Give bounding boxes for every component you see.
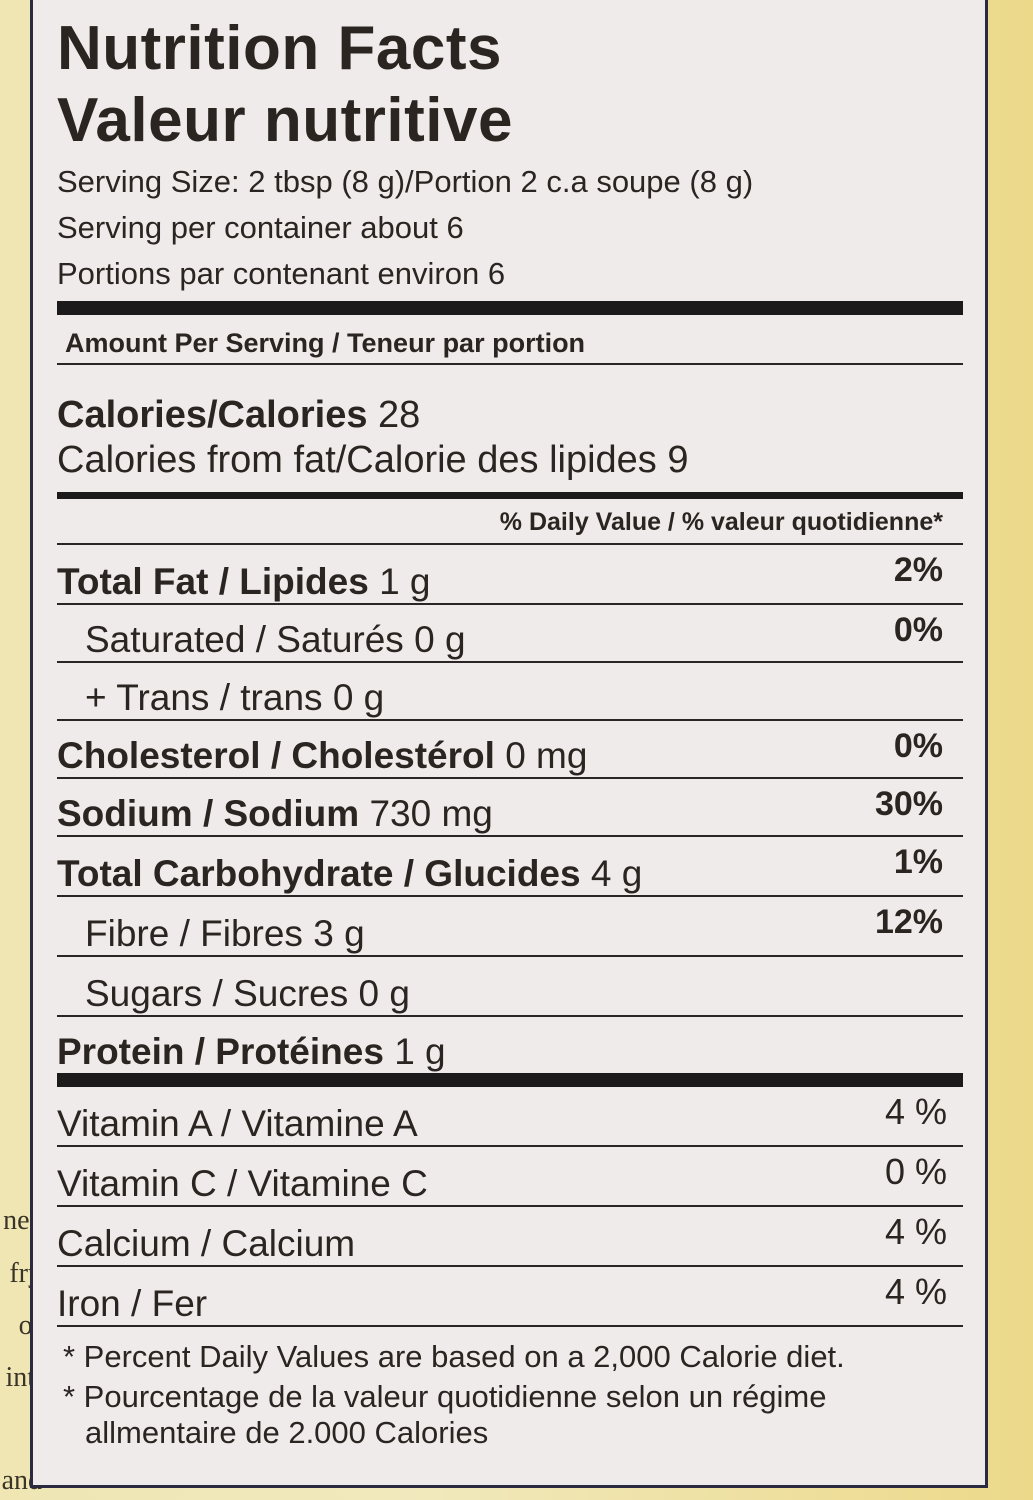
servings-en: Serving per container about 6: [57, 210, 464, 245]
nutrient-name: Total Fat / Lipides 1 g: [57, 561, 431, 603]
vitamin-row: Iron / Fer 4 %: [57, 1267, 963, 1327]
vitamin-label: Vitamin A / Vitamine A: [57, 1103, 418, 1144]
vitamin-dv: 4 %: [884, 1211, 947, 1252]
nutrient-label: Saturated / Saturés: [85, 619, 404, 660]
vitamin-row: Vitamin C / Vitamine C 0 %: [57, 1147, 963, 1207]
thick-divider: [57, 301, 963, 315]
vitamin-label: Iron / Fer: [57, 1283, 208, 1324]
nutrient-amount: 3 g: [313, 913, 365, 954]
nutrient-label: Protein / Protéines: [57, 1031, 384, 1072]
dv-header-text: % Daily Value / % valeur quotidienne*: [499, 508, 943, 536]
nutrient-amount: 0 g: [414, 619, 466, 660]
footnote-en: * Percent Daily Values are based on a 2,…: [63, 1339, 845, 1374]
nutrient-name: Sugars / Sucres 0 g: [57, 973, 410, 1015]
nutrient-dv: [943, 957, 963, 963]
nutrient-amount: 0 mg: [505, 735, 588, 776]
nutrient-amount: 0 g: [332, 677, 385, 718]
nutrient-amount: 730 mg: [369, 793, 493, 834]
calories-label: Calories/Calories: [57, 394, 368, 436]
nutrient-dv: [943, 663, 963, 669]
nutrition-facts-label: Nutrition Facts Valeur nutritive Serving…: [30, 0, 988, 1488]
calories-row: Calories/Calories 28: [57, 365, 963, 437]
nutrient-row: Total Carbohydrate / Glucides 4 g 1%: [57, 837, 963, 897]
calories-fat-row: Calories from fat/Calorie des lipides 9: [57, 437, 963, 499]
title-en: Nutrition Facts: [57, 14, 502, 83]
title-fr: Valeur nutritive: [57, 86, 513, 155]
servings-fr: Portions par contenant environ 6: [57, 256, 506, 291]
nutrient-label: Sodium / Sodium: [57, 793, 360, 834]
vitamin-label: Vitamin C / Vitamine C: [57, 1163, 428, 1204]
nutrient-name: Protein / Protéines 1 g: [57, 1031, 446, 1073]
nutrient-row: Fibre / Fibres 3 g 12%: [57, 897, 963, 957]
nutrient-label: Total Fat / Lipides: [57, 561, 369, 602]
amount-header-text: Amount Per Serving / Teneur par portion: [65, 328, 586, 358]
nutrient-name: Cholesterol / Cholestérol 0 mg: [57, 735, 587, 777]
nutrient-dv: 30%: [874, 785, 943, 823]
calories-value: 28: [378, 394, 421, 436]
nutrient-name: Total Carbohydrate / Glucides 4 g: [57, 853, 642, 895]
dv-header: % Daily Value / % valeur quotidienne*: [57, 499, 963, 545]
nutrient-dv: 1%: [893, 843, 943, 881]
nutrient-label: Total Carbohydrate / Glucides: [57, 853, 581, 894]
nutrient-amount: 1 g: [394, 1031, 446, 1072]
vitamin-dv: 0 %: [884, 1151, 947, 1192]
vitamin-row: Calcium / Calcium 4 %: [57, 1207, 963, 1267]
nutrient-name: + Trans / trans 0 g: [57, 677, 384, 719]
nutrient-name: Saturated / Saturés 0 g: [57, 619, 466, 661]
calories-fat-label: Calories from fat/Calorie des lipides: [57, 439, 657, 481]
nutrient-amount: 4 g: [590, 853, 643, 894]
nutrient-label: Sugars / Sucres: [85, 973, 349, 1014]
nutrient-row: Sodium / Sodium 730 mg 30%: [57, 779, 963, 837]
nutrient-row: Sugars / Sucres 0 g: [57, 957, 963, 1017]
nutrient-dv: [943, 1017, 963, 1023]
nutrient-row: Total Fat / Lipides 1 g 2%: [57, 545, 963, 605]
nutrient-amount: 0 g: [358, 973, 410, 1014]
nutrient-dv: 2%: [893, 551, 943, 589]
thick-divider: [57, 1073, 963, 1087]
nutrient-label: + Trans / trans: [85, 677, 323, 718]
nutrient-row: Saturated / Saturés 0 g 0%: [57, 605, 963, 663]
nutrient-name: Sodium / Sodium 730 mg: [57, 793, 493, 835]
vitamin-row: Vitamin A / Vitamine A 4 %: [57, 1087, 963, 1147]
nutrient-label: Fibre / Fibres: [85, 913, 303, 954]
nutrient-row: + Trans / trans 0 g: [57, 663, 963, 721]
vitamin-dv: 4 %: [884, 1091, 947, 1132]
nutrient-row: Cholesterol / Cholestérol 0 mg 0%: [57, 721, 963, 779]
nutrient-name: Fibre / Fibres 3 g: [57, 913, 365, 955]
nutrient-amount: 1 g: [379, 561, 431, 602]
amount-header: Amount Per Serving / Teneur par portion: [57, 315, 963, 365]
nutrient-dv: 12%: [874, 903, 943, 941]
vitamin-label: Calcium / Calcium: [57, 1223, 356, 1264]
nutrient-row: Protein / Protéines 1 g: [57, 1017, 963, 1073]
nutrient-dv: 0%: [893, 727, 943, 765]
calories-fat-value: 9: [667, 439, 689, 481]
footnote-fr: * Pourcentage de la valeur quotidienne s…: [63, 1379, 827, 1450]
serving-size: Serving Size: 2 tbsp (8 g)/Portion 2 c.a…: [57, 164, 754, 199]
nutrient-label: Cholesterol / Cholestérol: [57, 735, 495, 776]
nutrient-dv: 0%: [893, 611, 943, 649]
vitamin-dv: 4 %: [884, 1271, 947, 1312]
